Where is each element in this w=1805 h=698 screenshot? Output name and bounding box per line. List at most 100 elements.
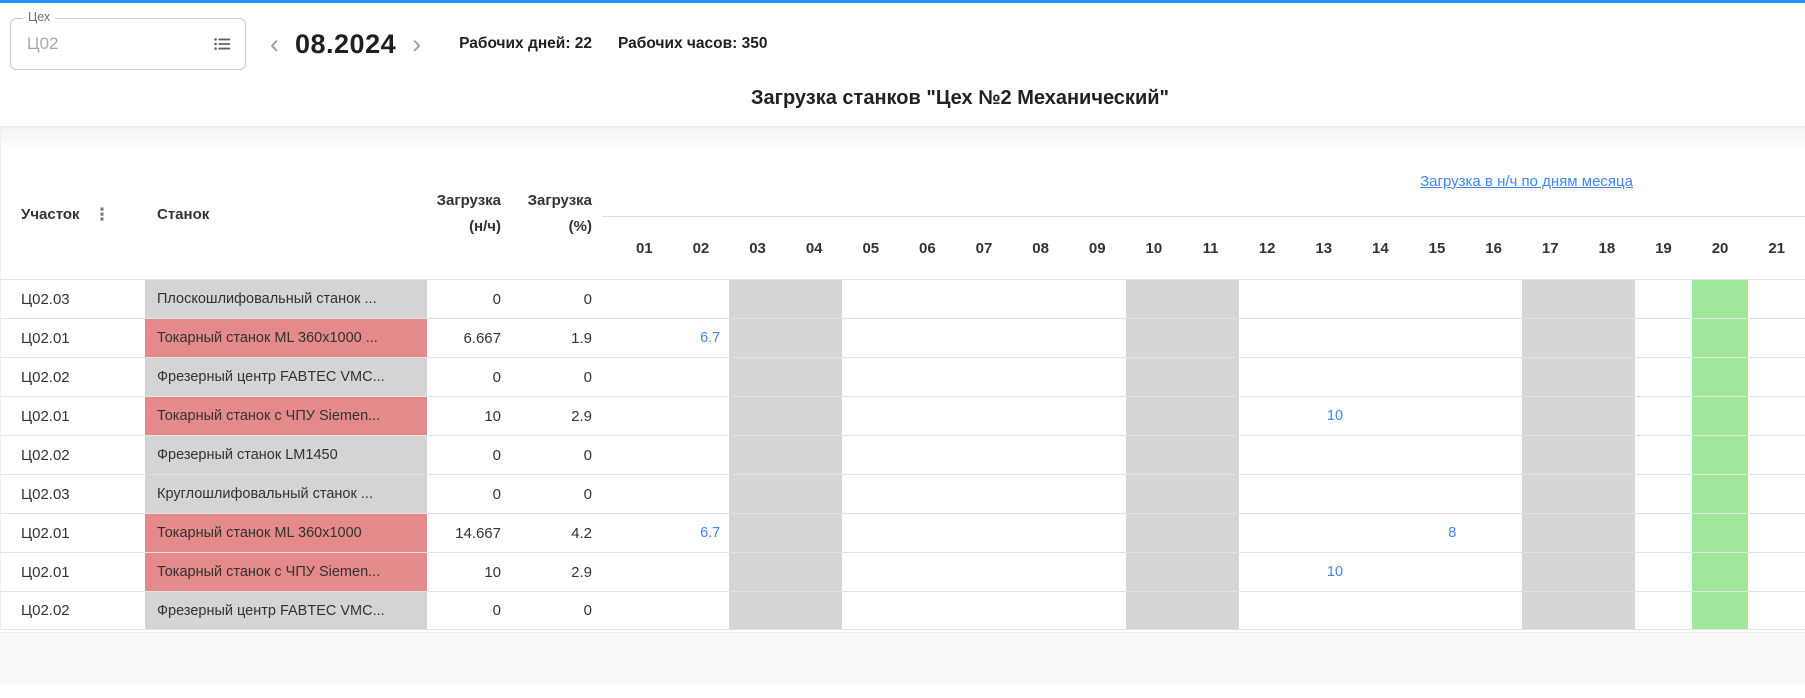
list-icon[interactable] — [211, 33, 233, 55]
day-cell — [785, 553, 843, 591]
day-cell — [729, 358, 786, 396]
day-cell — [1295, 358, 1352, 396]
day-cells-row — [616, 436, 1805, 474]
machine-cell[interactable]: Токарный станок ML 360x1000 ... — [145, 319, 427, 357]
day-cell — [842, 553, 899, 591]
day-header: 06 — [919, 239, 936, 257]
day-cell — [785, 514, 843, 552]
day-cell — [842, 592, 899, 629]
day-headers-row: 01 02 03 04 05 06 07 08 09 10 11 12 13 14 15 16 17 18 19 20… — [616, 217, 1805, 279]
section-cell: Ц02.03 — [21, 290, 70, 308]
day-header: 13 — [1315, 239, 1333, 257]
day-cell — [729, 280, 786, 318]
day-cell — [1012, 436, 1069, 474]
machine-cell[interactable]: Плоскошлифовальный станок ... — [145, 280, 427, 318]
machine-cell[interactable]: Фрезерный центр FABTEC VMC... — [145, 592, 427, 629]
day-cell — [1239, 436, 1296, 474]
day-cell — [956, 280, 1013, 318]
day-cell — [1748, 436, 1805, 474]
table-header: Участок ⋮ Станок Загрузка (н/ч) Загрузка… — [1, 127, 1805, 279]
day-value-cell[interactable]: 10 — [1326, 564, 1344, 580]
day-cell — [1352, 436, 1409, 474]
day-cell — [1069, 514, 1126, 552]
chevron-right-icon[interactable]: › — [412, 28, 422, 59]
day-header: 05 — [862, 239, 880, 257]
day-cell — [1352, 358, 1409, 396]
day-cell — [1012, 358, 1069, 396]
day-cell — [1182, 319, 1239, 357]
day-cell — [785, 358, 843, 396]
section-cell: Ц02.01 — [21, 329, 70, 347]
load-nh-cell: 0 — [492, 290, 501, 308]
day-cell — [1125, 592, 1183, 629]
day-cell — [616, 592, 673, 629]
machine-cell[interactable]: Фрезерный центр FABTEC VMC... — [145, 358, 427, 396]
day-value-cell[interactable]: 6.7 — [700, 525, 721, 541]
load-nh-cell: 0 — [492, 446, 501, 464]
table-row: Ц02.01 Токарный станок ML 360x1000 14.667 4… — [1, 513, 1805, 552]
day-cell — [899, 436, 956, 474]
day-cell — [1409, 319, 1466, 357]
day-cell — [842, 319, 899, 357]
day-cell — [729, 553, 786, 591]
day-cell — [1691, 475, 1749, 513]
day-cell — [1352, 553, 1409, 591]
kebab-menu-icon[interactable]: ⋮ — [93, 204, 111, 224]
table-row: Ц02.02 Фрезерный станок LM1450 0 0 — [1, 435, 1805, 474]
machine-cell[interactable]: Фрезерный станок LM1450 — [145, 436, 427, 474]
day-cell — [1069, 436, 1126, 474]
day-cell — [785, 436, 843, 474]
column-header-section-label: Участок — [21, 205, 80, 223]
day-value-cell[interactable]: 6.7 — [700, 330, 721, 346]
day-cell — [1635, 553, 1692, 591]
machine-cell[interactable]: Круглошлифовальный станок ... — [145, 475, 427, 513]
day-cell — [1748, 319, 1805, 357]
day-value-cell[interactable]: 10 — [1326, 408, 1344, 424]
day-cell — [1409, 436, 1466, 474]
table-row: Ц02.03 Круглошлифовальный станок ... 0 0 — [1, 474, 1805, 513]
month-label[interactable]: 08.2024 — [295, 28, 397, 59]
day-cell — [1239, 319, 1296, 357]
day-cell — [1691, 397, 1749, 435]
day-cell — [1578, 553, 1636, 591]
day-cell — [1521, 475, 1579, 513]
load-nh-cell: 10 — [484, 563, 501, 581]
day-cell — [1352, 280, 1409, 318]
day-cell — [1465, 358, 1522, 396]
load-pct-cell: 0 — [583, 485, 592, 503]
chevron-left-icon[interactable]: ‹ — [270, 28, 279, 59]
day-cell — [1069, 553, 1126, 591]
day-cell — [1521, 358, 1579, 396]
day-cell — [1182, 397, 1239, 435]
day-cell — [1012, 397, 1069, 435]
day-header: 09 — [1088, 239, 1106, 257]
day-cell — [1182, 514, 1239, 552]
machine-cell[interactable]: Токарный станок ML 360x1000 — [145, 514, 427, 552]
machine-cell[interactable]: Токарный станок с ЧПУ Siemen... — [145, 397, 427, 435]
load-by-days-link[interactable]: Загрузка в н/ч по дням месяца — [1420, 173, 1633, 190]
day-cell — [729, 436, 786, 474]
day-cell — [1239, 592, 1296, 629]
day-cell — [1125, 436, 1183, 474]
day-cell — [1465, 319, 1522, 357]
day-cell — [842, 358, 899, 396]
shop-select-field[interactable]: Цех Ц02 — [10, 10, 246, 70]
day-cell — [673, 475, 730, 513]
machine-cell[interactable]: Токарный станок с ЧПУ Siemen... — [145, 553, 427, 591]
day-cell — [1239, 397, 1296, 435]
day-cell — [1239, 514, 1296, 552]
day-cell — [956, 397, 1013, 435]
day-cell — [1578, 592, 1636, 629]
day-cell — [1635, 592, 1692, 629]
day-cell — [1239, 358, 1296, 396]
day-cell — [1125, 319, 1183, 357]
day-cell — [1182, 358, 1239, 396]
day-header: 08 — [1032, 239, 1049, 257]
day-cell — [1182, 436, 1239, 474]
day-value-cell[interactable]: 8 — [1448, 525, 1457, 541]
day-cell — [956, 514, 1013, 552]
day-cell — [1069, 358, 1126, 396]
day-header: 15 — [1428, 239, 1446, 257]
section-cell: Ц02.01 — [21, 563, 70, 581]
day-header: 07 — [975, 239, 993, 257]
